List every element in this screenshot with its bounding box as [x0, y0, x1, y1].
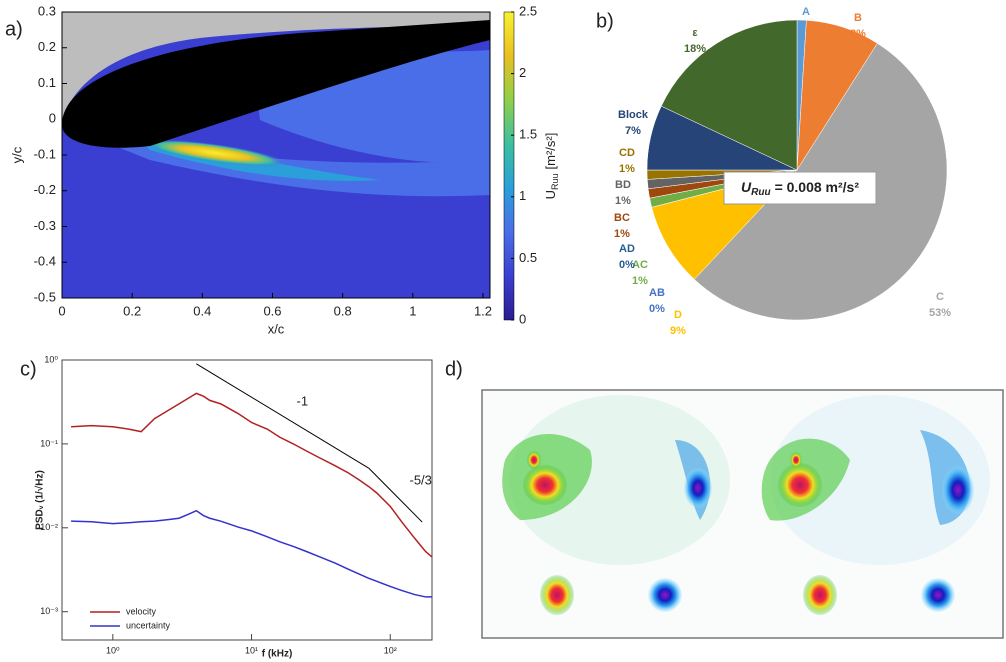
- vortex: [803, 575, 837, 615]
- y-tick-label: -0.3: [34, 218, 56, 233]
- vortex: [523, 465, 567, 505]
- x-axis-label: f (kHz): [262, 649, 293, 660]
- y-tick-label: 0: [49, 111, 56, 126]
- x-tick-label: 1: [409, 303, 416, 318]
- vortex: [527, 451, 541, 469]
- y-tick-label: -0.2: [34, 182, 56, 197]
- slice-name: ε: [692, 27, 698, 39]
- x-tick-label: 10⁰: [106, 645, 120, 655]
- vortex: [540, 575, 574, 615]
- y-tick-label: 10⁻¹: [40, 438, 58, 448]
- y-tick-label: -0.5: [34, 289, 56, 304]
- x-tick-label: 0.2: [123, 303, 141, 318]
- x-axis-label: x/c: [268, 321, 285, 336]
- colorbar-tick-label: 1.5: [519, 127, 537, 142]
- reference-line: [196, 364, 368, 468]
- vortex: [790, 452, 802, 468]
- annotation-subscript: Ruu: [751, 187, 770, 198]
- x-tick-label: 0.4: [193, 303, 211, 318]
- vortex: [942, 466, 974, 514]
- slice-name: AD: [619, 243, 635, 255]
- x-tick-label: 0.8: [334, 303, 352, 318]
- slice-name: BD: [615, 179, 631, 191]
- slice-value-label: 0%: [619, 259, 635, 271]
- colorbar-label-symbol: U: [543, 190, 558, 199]
- vortex: [778, 463, 822, 507]
- slice-name: CD: [619, 147, 635, 159]
- slice-name: A: [802, 6, 810, 18]
- slice-value-label: 0%: [649, 303, 665, 315]
- figure: a) b) c) d) 0 0.2 0.4 0.6 0.8 1 1.2 -0.5 -0.4 -0.…: [0, 0, 1006, 662]
- plot-frame: [62, 360, 432, 640]
- panel-label: d): [445, 358, 463, 380]
- panel-label: b): [596, 10, 614, 32]
- slice-value-label: 1%: [614, 228, 630, 240]
- series-line: [71, 393, 432, 557]
- legend-label: uncertainty: [126, 620, 171, 630]
- y-tick-label: 0.1: [38, 75, 56, 90]
- y-tick-label: -0.1: [34, 146, 56, 161]
- vorticity-images: [482, 390, 1003, 638]
- slice-value-label: 1%: [619, 163, 635, 175]
- colorbar-tick-label: 0.5: [519, 250, 537, 265]
- slice-value-label: 8%: [850, 28, 866, 40]
- slice-value-label: 1%: [632, 275, 648, 287]
- y-axis-label: PSDᵥ (1/√Hz): [35, 470, 46, 530]
- y-tick-label: 10⁰: [44, 354, 58, 364]
- y-tick-label: -0.4: [34, 254, 56, 269]
- slice-name: BC: [614, 212, 630, 224]
- reference-label: -1: [297, 393, 309, 408]
- vortex: [684, 468, 712, 508]
- vortex: [921, 578, 955, 612]
- x-tick-label: 0: [58, 303, 65, 318]
- slice-name: D: [674, 309, 682, 321]
- x-tick-label: 10¹: [245, 645, 258, 655]
- slice-value-label: 18%: [684, 43, 706, 55]
- colorbar-label: URuu [m²/s²]: [543, 133, 560, 200]
- slice-name: B: [854, 12, 862, 24]
- x-tick-label: 10²: [384, 645, 397, 655]
- slice-value-label: 9%: [670, 325, 686, 337]
- slice-value-label: 53%: [929, 307, 951, 319]
- annotation-text: = 0.008 m²/s²: [775, 179, 860, 195]
- y-tick-label: 0.2: [38, 39, 56, 54]
- x-tick-label: 1.2: [474, 303, 492, 318]
- slice-value-label: 7%: [625, 125, 641, 137]
- y-axis-label: y/c: [9, 146, 24, 163]
- slice-name: Block: [618, 109, 649, 121]
- colorbar: [504, 12, 514, 320]
- vortex: [648, 578, 682, 612]
- slice-name: C: [936, 291, 944, 303]
- y-tick-label: 10⁻³: [40, 606, 58, 616]
- reference-label: -5/3: [409, 473, 431, 488]
- series-line: [71, 511, 432, 597]
- panel-label: c): [20, 358, 37, 380]
- colorbar-tick-label: 1: [519, 188, 526, 203]
- colorbar-tick-label: 2: [519, 65, 526, 80]
- slice-value-label: 1%: [615, 195, 631, 207]
- y-tick-label: 0.3: [38, 3, 56, 18]
- colorbar-tick-label: 0: [519, 311, 526, 326]
- colorbar-label-unit: [m²/s²]: [543, 133, 558, 170]
- colorbar-label-subscript: Ruu: [550, 173, 560, 190]
- x-tick-label: 0.6: [263, 303, 281, 318]
- colorbar-tick-label: 2.5: [519, 3, 537, 18]
- panel-label: a): [5, 18, 23, 40]
- legend-label: velocity: [126, 606, 157, 616]
- slice-name: AB: [649, 287, 665, 299]
- contour-field: [62, 12, 490, 298]
